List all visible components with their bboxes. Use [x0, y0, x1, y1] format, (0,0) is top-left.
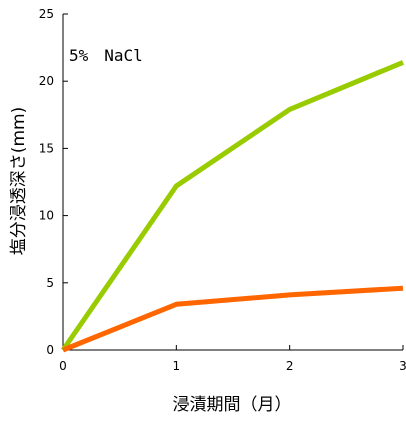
y-tick-label: 5	[46, 276, 54, 290]
tick-labels: 0 5 10 15 20 25 0 1 2 3	[39, 7, 406, 373]
y-tick-label: 15	[39, 141, 54, 155]
x-tick-label: 1	[173, 359, 181, 373]
y-tick-label: 25	[39, 7, 54, 21]
plot-area	[62, 13, 404, 351]
y-tick-label: 0	[46, 343, 54, 357]
x-tick-label: 3	[399, 359, 406, 373]
y-tick-label: 20	[39, 74, 54, 88]
y-tick-label: 10	[39, 209, 54, 223]
x-tick-label: 0	[59, 359, 67, 373]
chart-annotation: 5% NaCl	[69, 46, 143, 65]
series-group	[60, 60, 404, 353]
series-line-2	[62, 285, 404, 353]
y-axis-title: 塩分浸透深さ(mm)	[9, 107, 29, 255]
x-tick-label: 2	[286, 359, 294, 373]
series-line-1	[60, 60, 404, 352]
x-axis-title: 浸漬期間（月）	[173, 395, 292, 415]
